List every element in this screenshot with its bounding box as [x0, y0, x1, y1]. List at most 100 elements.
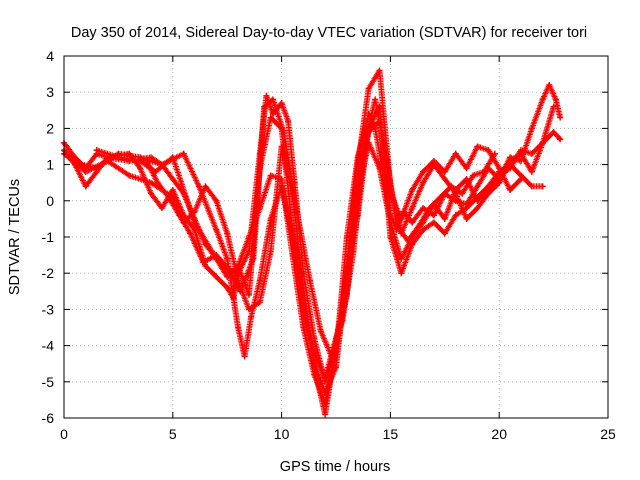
data-point	[496, 179, 503, 186]
data-point	[463, 176, 470, 183]
data-point	[169, 154, 176, 161]
data-point	[148, 190, 155, 197]
y-tick-label: 1	[46, 157, 54, 173]
data-point	[269, 96, 276, 103]
data-point	[82, 183, 89, 190]
data-point	[426, 205, 433, 212]
data-point	[65, 154, 72, 161]
data-point	[496, 165, 503, 172]
x-axis-label: GPS time / hours	[280, 459, 390, 475]
data-point	[235, 324, 242, 331]
data-point	[278, 176, 285, 183]
data-point	[263, 92, 270, 99]
data-point	[158, 205, 165, 212]
data-point	[208, 248, 215, 255]
data-point	[376, 67, 383, 74]
data-point	[463, 165, 470, 172]
data-point	[474, 205, 481, 212]
data-point	[420, 179, 427, 186]
data-point	[293, 208, 300, 215]
data-point	[409, 205, 416, 212]
data-point	[474, 143, 481, 150]
y-tick-label: 0	[46, 193, 54, 209]
data-point	[317, 328, 324, 335]
data-point	[82, 168, 89, 175]
data-point	[409, 186, 416, 193]
data-point	[328, 353, 335, 360]
data-point	[409, 241, 416, 248]
data-point	[311, 364, 318, 371]
data-point	[289, 226, 296, 233]
data-point	[165, 194, 172, 201]
data-point	[339, 317, 346, 324]
data-point	[491, 150, 498, 157]
data-point	[404, 237, 411, 244]
data-point	[448, 183, 455, 190]
data-point	[517, 150, 524, 157]
data-point	[415, 223, 422, 230]
data-point	[176, 212, 183, 219]
data-point	[148, 179, 155, 186]
data-point	[557, 136, 564, 143]
data-point	[528, 125, 535, 132]
data-point	[202, 183, 209, 190]
data-point	[383, 150, 390, 157]
data-point	[463, 215, 470, 222]
x-tick-label: 25	[600, 426, 616, 442]
data-point	[202, 262, 209, 269]
data-point	[224, 230, 231, 237]
data-point	[452, 212, 459, 219]
data-point	[187, 230, 194, 237]
data-point	[430, 212, 437, 219]
data-point	[387, 234, 394, 240]
data-point	[441, 176, 448, 183]
data-point	[470, 172, 477, 179]
data-point	[280, 129, 287, 136]
data-point	[322, 411, 329, 418]
data-point	[104, 157, 111, 164]
data-point	[539, 139, 546, 146]
data-point	[224, 273, 231, 280]
data-point	[365, 85, 372, 92]
data-point	[195, 183, 202, 190]
data-point	[398, 270, 405, 277]
y-tick-label: -1	[42, 229, 55, 245]
y-tick-label: -3	[42, 301, 55, 317]
data-point	[437, 194, 444, 201]
data-point	[248, 313, 255, 320]
data-point	[528, 168, 535, 175]
series-track-f	[143, 96, 498, 360]
data-point	[143, 157, 150, 164]
data-point	[528, 150, 535, 157]
data-point	[507, 186, 514, 193]
data-point	[306, 277, 313, 284]
data-point	[269, 110, 276, 117]
data-point	[409, 219, 416, 226]
data-point	[285, 118, 292, 125]
data-point	[261, 103, 268, 110]
data-point	[430, 157, 437, 164]
data-point	[137, 157, 144, 164]
data-point	[485, 190, 492, 197]
data-point	[267, 172, 274, 179]
data-point	[224, 255, 231, 262]
data-point	[213, 273, 220, 280]
data-point	[474, 183, 481, 190]
data-point	[235, 262, 242, 269]
data-point	[552, 96, 559, 103]
data-point	[480, 168, 487, 175]
y-axis-label: SDTVAR / TECUs	[7, 179, 23, 295]
data-point	[245, 291, 252, 298]
x-tick-label: 20	[491, 426, 507, 442]
x-tick-label: 10	[274, 426, 290, 442]
data-point	[300, 299, 307, 306]
chart-title: Day 350 of 2014, Sidereal Day-to-day VTE…	[71, 25, 587, 41]
data-point	[154, 179, 161, 186]
data-point	[517, 176, 524, 183]
y-tick-label: -5	[42, 374, 55, 390]
data-point	[241, 353, 248, 360]
data-point	[420, 226, 427, 233]
data-point	[311, 349, 318, 356]
data-point	[441, 230, 448, 237]
